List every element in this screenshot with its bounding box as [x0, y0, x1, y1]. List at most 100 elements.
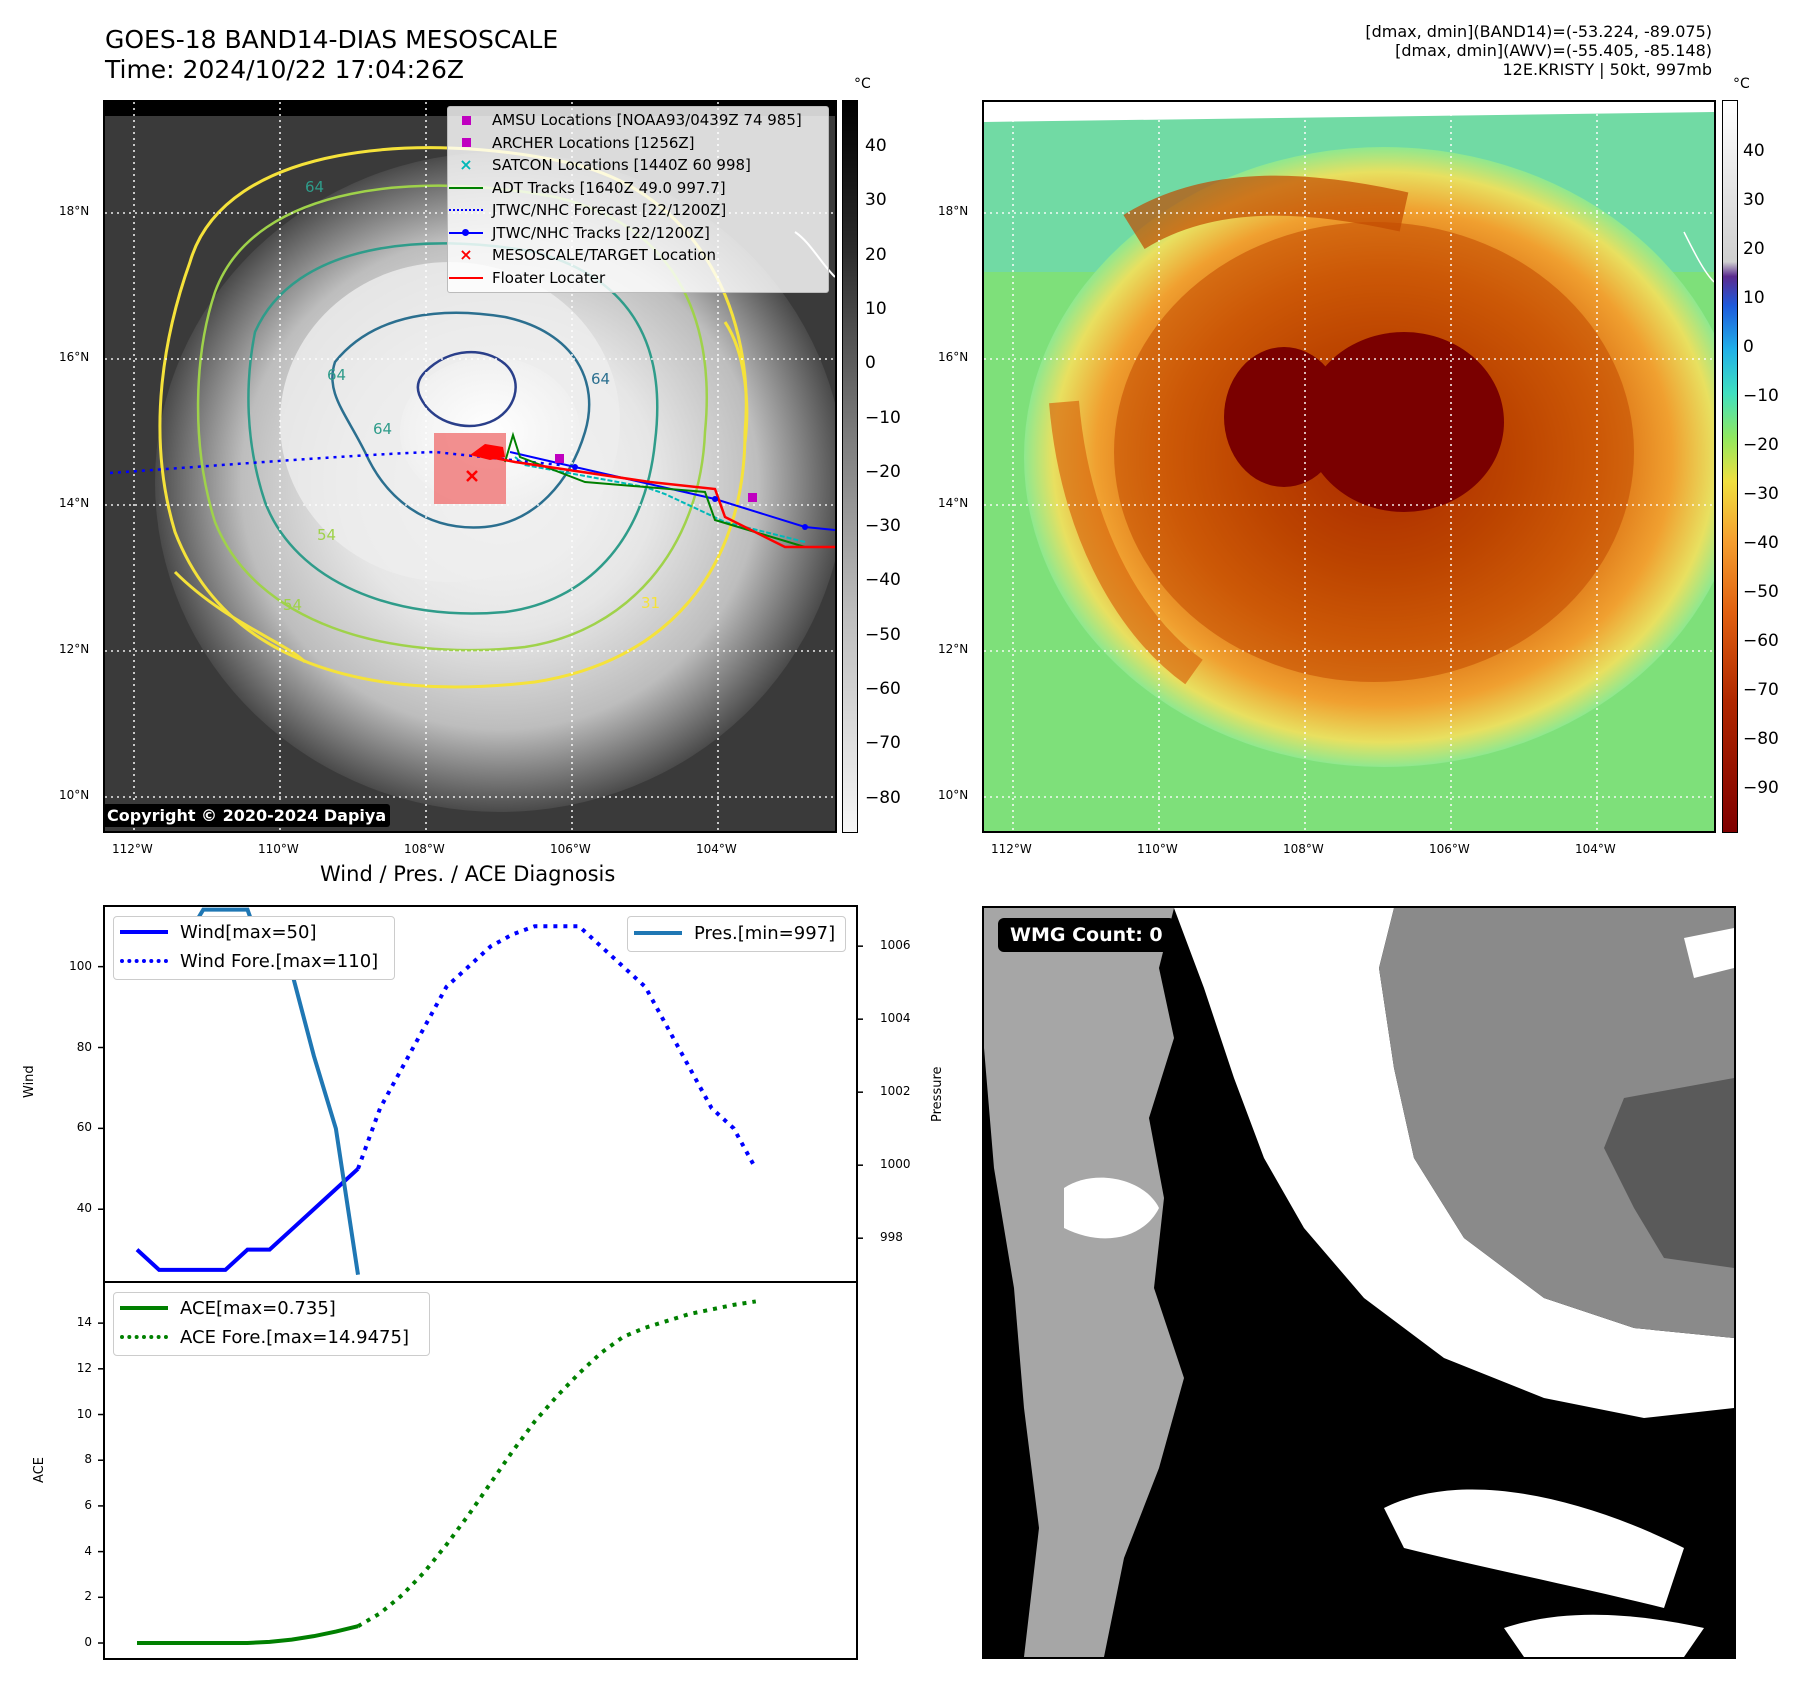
left-colorbar-unit: °C [854, 76, 871, 92]
legend-row: × MESOSCALE/TARGET Location [448, 244, 828, 267]
legend-symbol: × [459, 245, 473, 265]
legend-symbol [448, 137, 484, 149]
contour-label: 64 [591, 370, 611, 388]
right-colorbar-tick: −60 [1743, 631, 1779, 651]
y-tick-label: 14 [76, 1315, 92, 1330]
copyright-label: Copyright © 2020-2024 Dapiya [105, 804, 391, 827]
left-colorbar-tick: −70 [865, 733, 901, 754]
legend-swatch-ace-fore [120, 1335, 168, 1339]
lon-label: 112°W [991, 842, 1032, 856]
y2-tick-label: 1004 [880, 1011, 911, 1026]
wind-legend: Wind[max=50] Wind Fore.[max=110] [113, 916, 395, 980]
right-colorbar-tick: 0 [1743, 337, 1754, 357]
lon-label: 108°W [404, 842, 445, 856]
lon-label: 104°W [696, 842, 737, 856]
right-colorbar-tick: −70 [1743, 680, 1779, 700]
lat-label: 18°N [59, 204, 90, 218]
left-colorbar-tick: 30 [865, 190, 887, 211]
lat-label: 14°N [59, 496, 90, 510]
lat-label: 14°N [938, 496, 969, 510]
right-colorbar-tick: −50 [1743, 582, 1779, 602]
legend-row: × SATCON Locations [1440Z 60 998] [448, 154, 828, 177]
stats-block: [dmax, dmin](BAND14)=(-53.224, -89.075) … [1365, 22, 1712, 79]
y-tick-label: 80 [76, 1039, 92, 1054]
lon-label: 106°W [1429, 842, 1470, 856]
legend-swatch-wind-fore [120, 959, 168, 963]
left-colorbar-tick: −10 [865, 407, 901, 428]
left-colorbar-tick: −30 [865, 516, 901, 537]
lon-label: 110°W [1137, 842, 1178, 856]
wmg-count-label: WMG Count: 0 [998, 918, 1175, 952]
ace-ylabel: ACE [32, 1457, 47, 1483]
lat-label: 10°N [938, 788, 969, 802]
left-colorbar-tick: 20 [865, 244, 887, 265]
awv-map-panel [982, 100, 1716, 833]
legend-ace: ACE[max=0.735] [180, 1297, 336, 1319]
contour-label: 54 [317, 526, 337, 544]
y-tick-label: 6 [84, 1497, 92, 1512]
y-tick-label: 40 [76, 1201, 92, 1216]
lat-label: 16°N [938, 350, 969, 364]
legend-row: Floater Locater [448, 267, 828, 290]
lat-label: 18°N [938, 204, 969, 218]
legend-wind: Wind[max=50] [180, 921, 317, 943]
y-tick-label: 0 [84, 1635, 92, 1649]
lon-label: 108°W [1283, 842, 1324, 856]
pres-ylabel: Pressure [930, 1066, 945, 1122]
y-tick-label: 4 [84, 1543, 92, 1558]
left-colorbar-tick: −80 [865, 787, 901, 808]
right-colorbar-tick: −80 [1743, 729, 1779, 749]
legend-symbol [448, 182, 484, 194]
left-colorbar-tick: −60 [865, 679, 901, 699]
legend-symbol [448, 227, 484, 239]
storm-info: 12E.KRISTY | 50kt, 997mb [1502, 60, 1713, 79]
pres-legend: Pres.[min=997] [627, 916, 846, 952]
left-colorbar-tick: 0 [865, 353, 876, 374]
left-colorbar-tick: 10 [865, 298, 887, 319]
ace-legend: ACE[max=0.735] ACE Fore.[max=14.9475] [113, 1292, 430, 1356]
contour-label: 64 [373, 420, 393, 438]
right-colorbar-tick: −90 [1743, 778, 1779, 798]
ir-map-panel: 64 64 54 64 64 54 31 AMSU Locations [NOA… [103, 100, 837, 833]
legend-swatch-wind [120, 930, 168, 934]
y2-tick-label: 1002 [880, 1084, 911, 1099]
ace-axes-frame [103, 1281, 858, 1660]
wind-forecast-line [356, 924, 758, 1170]
y2-tick-label: 998 [880, 1230, 903, 1245]
right-colorbar-unit: °C [1733, 76, 1750, 92]
legend-label: AMSU Locations [NOAA93/0439Z 74 985] [492, 111, 802, 130]
y-tick-label: 8 [84, 1452, 92, 1467]
ace-line [137, 1624, 359, 1646]
contour-label: 54 [283, 596, 303, 614]
contour-label: 31 [641, 594, 661, 612]
y-tick-label: 12 [76, 1360, 92, 1375]
y-tick-label: 100 [69, 958, 92, 973]
right-colorbar-tick: −20 [1743, 435, 1779, 455]
y2-tick-label: 1000 [880, 1157, 911, 1172]
title-time: Time: 2024/10/22 17:04:26Z [105, 55, 464, 84]
y-tick-label: 60 [76, 1120, 92, 1135]
legend-label: ADT Tracks [1640Z 49.0 997.7] [492, 178, 726, 197]
lat-label: 12°N [938, 642, 969, 656]
right-colorbar [1722, 100, 1738, 833]
title-product: GOES-18 BAND14-DIAS MESOSCALE [105, 25, 559, 54]
legend-swatch-ace [120, 1306, 168, 1310]
legend-label: JTWC/NHC Forecast [22/1200Z] [492, 201, 727, 220]
legend-row: AMSU Locations [NOAA93/0439Z 74 985] [448, 109, 828, 132]
left-colorbar-tick: −40 [865, 570, 901, 591]
lon-label: 110°W [258, 842, 299, 856]
wind-line [135, 1167, 360, 1272]
legend-symbol: × [459, 155, 473, 175]
legend-label: MESOSCALE/TARGET Location [492, 246, 717, 265]
legend-row: ADT Tracks [1640Z 49.0 997.7] [448, 177, 828, 200]
left-colorbar-tick: −50 [865, 624, 901, 645]
contour-label: 64 [327, 366, 347, 384]
legend-swatch-pres [634, 931, 682, 935]
right-colorbar-tick: 30 [1743, 190, 1765, 210]
lat-label: 16°N [59, 350, 90, 364]
y-tick-label: 2 [84, 1589, 92, 1604]
legend-label: Floater Locater [492, 268, 606, 287]
legend-row: JTWC/NHC Tracks [22/1200Z] [448, 222, 828, 245]
legend-symbol [448, 272, 484, 284]
